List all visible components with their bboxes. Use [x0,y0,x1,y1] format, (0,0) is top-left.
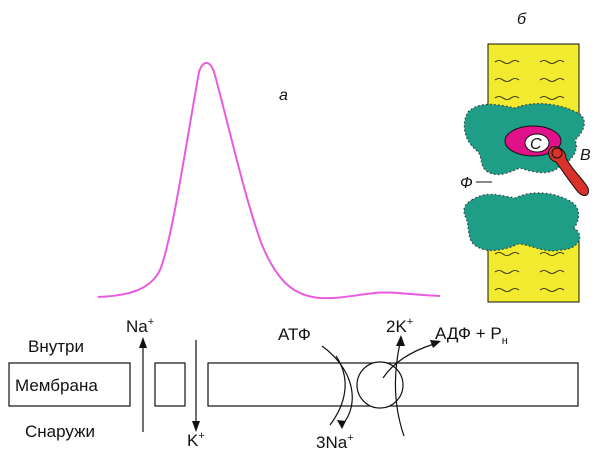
arrowhead-adp [430,340,441,348]
pump-arrows [321,342,435,437]
appendage-knob [551,147,563,159]
sodium-influx-arrow [139,337,147,432]
label-atp: АТФ [278,325,311,344]
label-c: С [530,136,542,153]
label-inside: Внутри [28,337,84,356]
core-center [524,133,550,153]
arrowhead-3na [337,420,346,429]
label-na: Na+ [126,316,154,336]
panel-label-b: б [517,11,527,28]
potassium-efflux-arrow [192,340,200,432]
label-membrane: Мембрана [15,376,98,395]
panel-label-a: а [279,87,288,104]
appendage [548,146,589,196]
label-v: В [580,147,591,164]
label-adp: АДФ + Рн [435,324,508,347]
protein-lower-mass [463,192,581,252]
label-k: K+ [187,430,205,450]
action-potential-curve [97,62,441,300]
arrowhead-2k [396,335,405,346]
label-outside: Снаружи [25,422,95,441]
label-3na: 3Na+ [316,432,354,450]
label-2k: 2K+ [386,316,413,336]
membrane-diagram [8,362,579,407]
sodium-potassium-pump [356,361,404,409]
label-f: Ф [460,175,473,192]
